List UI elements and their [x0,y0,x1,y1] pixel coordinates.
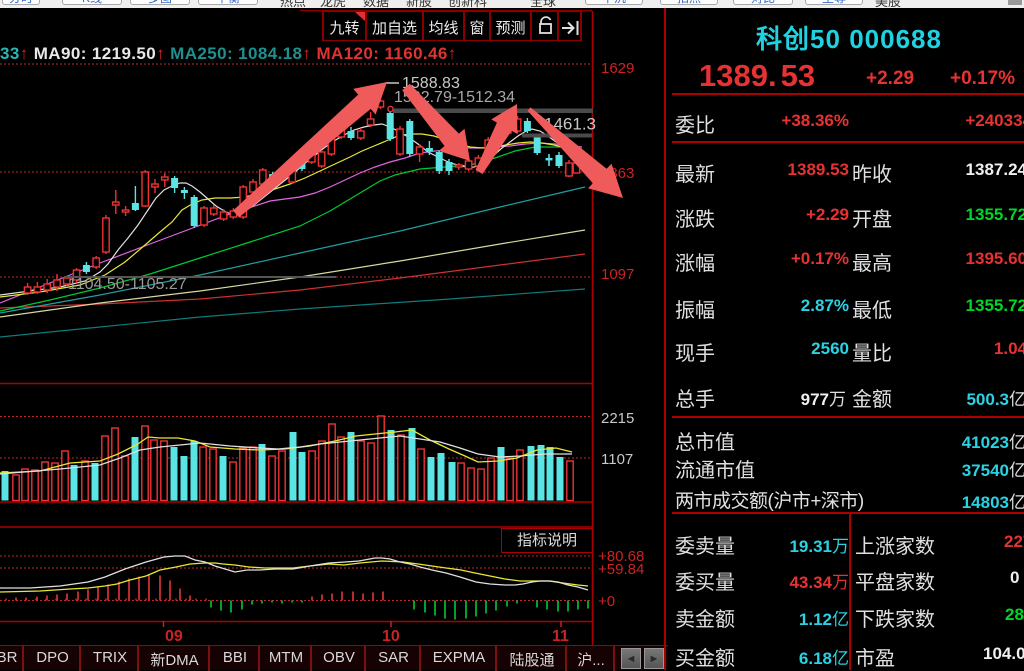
svg-text:1629: 1629 [601,60,634,77]
svg-text:+59.84: +59.84 [598,561,644,578]
svg-text:1097: 1097 [601,266,634,283]
svg-text:1104.50-1105.27: 1104.50-1105.27 [68,276,187,293]
svg-text:+0: +0 [598,593,615,610]
svg-text:11: 11 [552,628,569,645]
svg-text:10: 10 [382,628,400,645]
svg-text:+80.68: +80.68 [598,548,644,565]
svg-text:1588.83: 1588.83 [402,75,460,92]
svg-text:09: 09 [165,628,183,645]
svg-text:1107: 1107 [601,451,633,468]
svg-text:2215: 2215 [601,410,634,427]
